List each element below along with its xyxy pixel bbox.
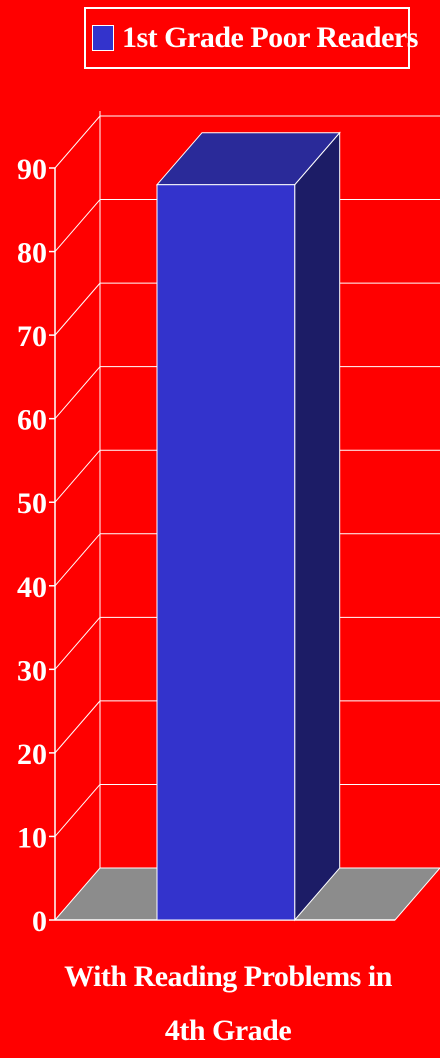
y-tick-labels: 0 10 20 30 40 50 60 70 80 90 [17,153,47,938]
bars [155,131,341,922]
y-tick-label: 20 [17,738,47,771]
gridline-diagonal [54,617,101,670]
y-tick-label: 80 [17,237,47,270]
x-category-label-line-1: With Reading Problems in [64,960,392,993]
gridline-diagonal [54,449,101,503]
gridline-diagonal [54,784,101,837]
gridline-diagonal [54,700,101,754]
legend-swatch [92,25,114,51]
y-tick-label: 0 [32,905,47,938]
legend-label: 1st Grade Poor Readers [122,21,418,54]
y-tick-label: 60 [17,404,47,437]
y-tick-label: 50 [17,487,47,520]
legend: 1st Grade Poor Readers [84,7,418,69]
gridline-diagonal [54,199,101,252]
gridline-diagonal [54,366,101,419]
y-tick-label: 30 [17,654,47,687]
y-tick-label: 40 [17,571,47,604]
bar-side [294,131,341,922]
x-category-label-line-2: 4th Grade [164,1014,292,1047]
y-tick-label: 10 [17,821,47,854]
gridline-diagonal [54,115,101,169]
gridline-diagonal [54,282,101,336]
y-tick-label: 70 [17,320,47,353]
y-tick-label: 90 [17,153,47,186]
bar [156,184,296,921]
x-category-label: With Reading Problems in 4th Grade [0,950,440,1058]
gridline-diagonal [54,533,101,587]
